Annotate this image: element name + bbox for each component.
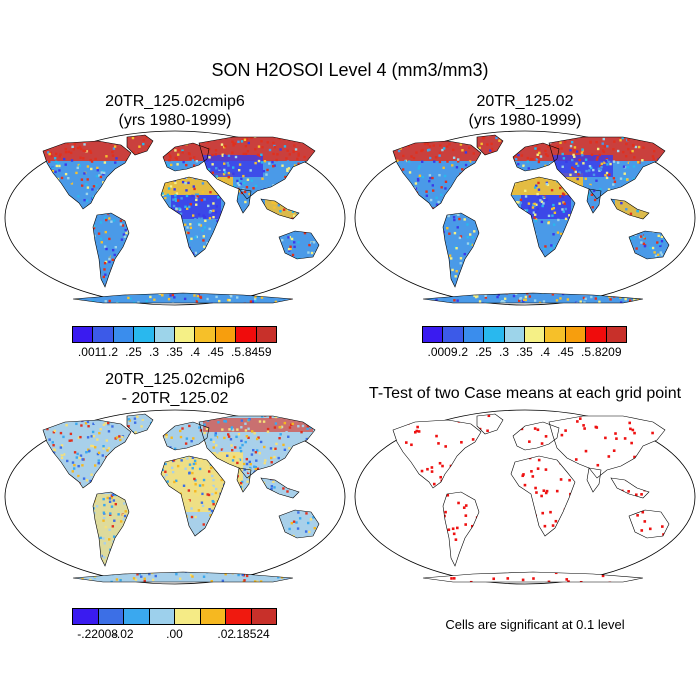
colorbar-swatch	[174, 608, 201, 625]
colorbar-swatch	[235, 326, 257, 343]
colorbar-tick-label: .2	[457, 345, 469, 359]
colorbar-swatch	[153, 326, 176, 343]
colorbar-tick-label: .35	[516, 345, 533, 359]
colorbar-swatch	[585, 326, 607, 343]
colorbar-tick-label: .45	[557, 345, 574, 359]
panel-2-title-line2: (yrs 1980-1999)	[468, 112, 582, 129]
panel-1-title-line2: (yrs 1980-1999)	[118, 112, 232, 129]
colorbar-tick-label: .25	[475, 345, 492, 359]
colorbar-swatch	[255, 326, 278, 343]
colorbar-tick-label: .4	[189, 345, 201, 359]
colorbar-tick-label: .00	[166, 627, 183, 641]
panel-1-title: 20TR_125.02cmip6 (yrs 1980-1999)	[65, 92, 285, 130]
colorbar-swatch	[123, 608, 150, 625]
colorbar-3	[72, 608, 277, 625]
map-panel-1	[4, 130, 346, 306]
colorbar-tick-label: .3	[148, 345, 160, 359]
colorbar-tick-label: .4	[539, 345, 551, 359]
panel-1-title-line1: 20TR_125.02cmip6	[105, 93, 245, 110]
colorbar-tick-label: .02	[217, 627, 235, 641]
colorbar-swatch	[462, 326, 485, 343]
colorbar-tick-label: .3	[498, 345, 510, 359]
colorbar-swatch	[564, 326, 587, 343]
colorbar-swatch	[483, 326, 505, 343]
colorbar-swatch	[133, 326, 155, 343]
colorbar-swatch	[524, 326, 546, 343]
colorbar-swatch	[92, 326, 114, 343]
colorbar-swatch	[112, 326, 135, 343]
colorbar-1	[72, 326, 278, 343]
colorbar-swatch	[148, 608, 175, 625]
map-panel-4	[354, 409, 696, 585]
colorbar-swatch	[97, 608, 124, 625]
colorbar-swatch	[194, 326, 216, 343]
colorbar-tick-label: -.22008	[77, 627, 118, 641]
panel-3-title-line1: 20TR_125.02cmip6	[105, 371, 245, 388]
colorbar-swatch	[199, 608, 226, 625]
colorbar-swatch	[503, 326, 526, 343]
colorbar-1-labels: .0011.2 .25 .3 .35 .4 .45 .5.8459	[72, 345, 277, 361]
map-panel-3	[4, 409, 346, 585]
colorbar-tick-label: .0009	[427, 345, 458, 359]
colorbar-2	[422, 326, 628, 343]
colorbar-swatch	[422, 326, 444, 343]
panel-3-title: 20TR_125.02cmip6 - 20TR_125.02	[65, 370, 285, 408]
colorbar-swatch	[72, 326, 94, 343]
colorbar-swatch	[174, 326, 196, 343]
colorbar-swatch	[442, 326, 464, 343]
colorbar-tick-label: .45	[207, 345, 224, 359]
significance-note: Cells are significant at 0.1 level	[445, 617, 625, 632]
colorbar-tick-label: .8459	[241, 345, 272, 359]
colorbar-swatch	[544, 326, 566, 343]
colorbar-2-labels: .0009.2 .25 .3 .35 .4 .45 .5.8209	[422, 345, 627, 361]
colorbar-swatch	[605, 326, 628, 343]
colorbar-3-labels: -.22008 -.02 .00 .02.18524	[72, 627, 277, 643]
colorbar-tick-label: .5	[230, 345, 242, 359]
panel-4-title: T-Test of two Case means at each grid po…	[355, 384, 695, 403]
colorbar-tick-label: .25	[125, 345, 142, 359]
colorbar-tick-label: -.02	[112, 627, 134, 641]
panel-2-title: 20TR_125.02 (yrs 1980-1999)	[415, 92, 635, 130]
colorbar-tick-label: .8209	[591, 345, 622, 359]
colorbar-swatch	[72, 608, 99, 625]
panel-3-title-line2: - 20TR_125.02	[121, 390, 229, 407]
colorbar-tick-label: .18524	[233, 627, 270, 641]
map-panel-2	[354, 130, 696, 306]
colorbar-swatch	[214, 326, 237, 343]
colorbar-swatch	[250, 608, 277, 625]
panel-2-title-line1: 20TR_125.02	[476, 93, 574, 110]
main-title: SON H2OSOI Level 4 (mm3/mm3)	[211, 60, 489, 80]
colorbar-tick-label: .5	[580, 345, 592, 359]
panel-4-title-line1: T-Test of two Case means at each grid po…	[368, 385, 682, 402]
colorbar-tick-label: .35	[166, 345, 183, 359]
colorbar-swatch	[225, 608, 252, 625]
colorbar-tick-label: .0011	[77, 345, 108, 359]
colorbar-tick-label: .2	[107, 345, 119, 359]
